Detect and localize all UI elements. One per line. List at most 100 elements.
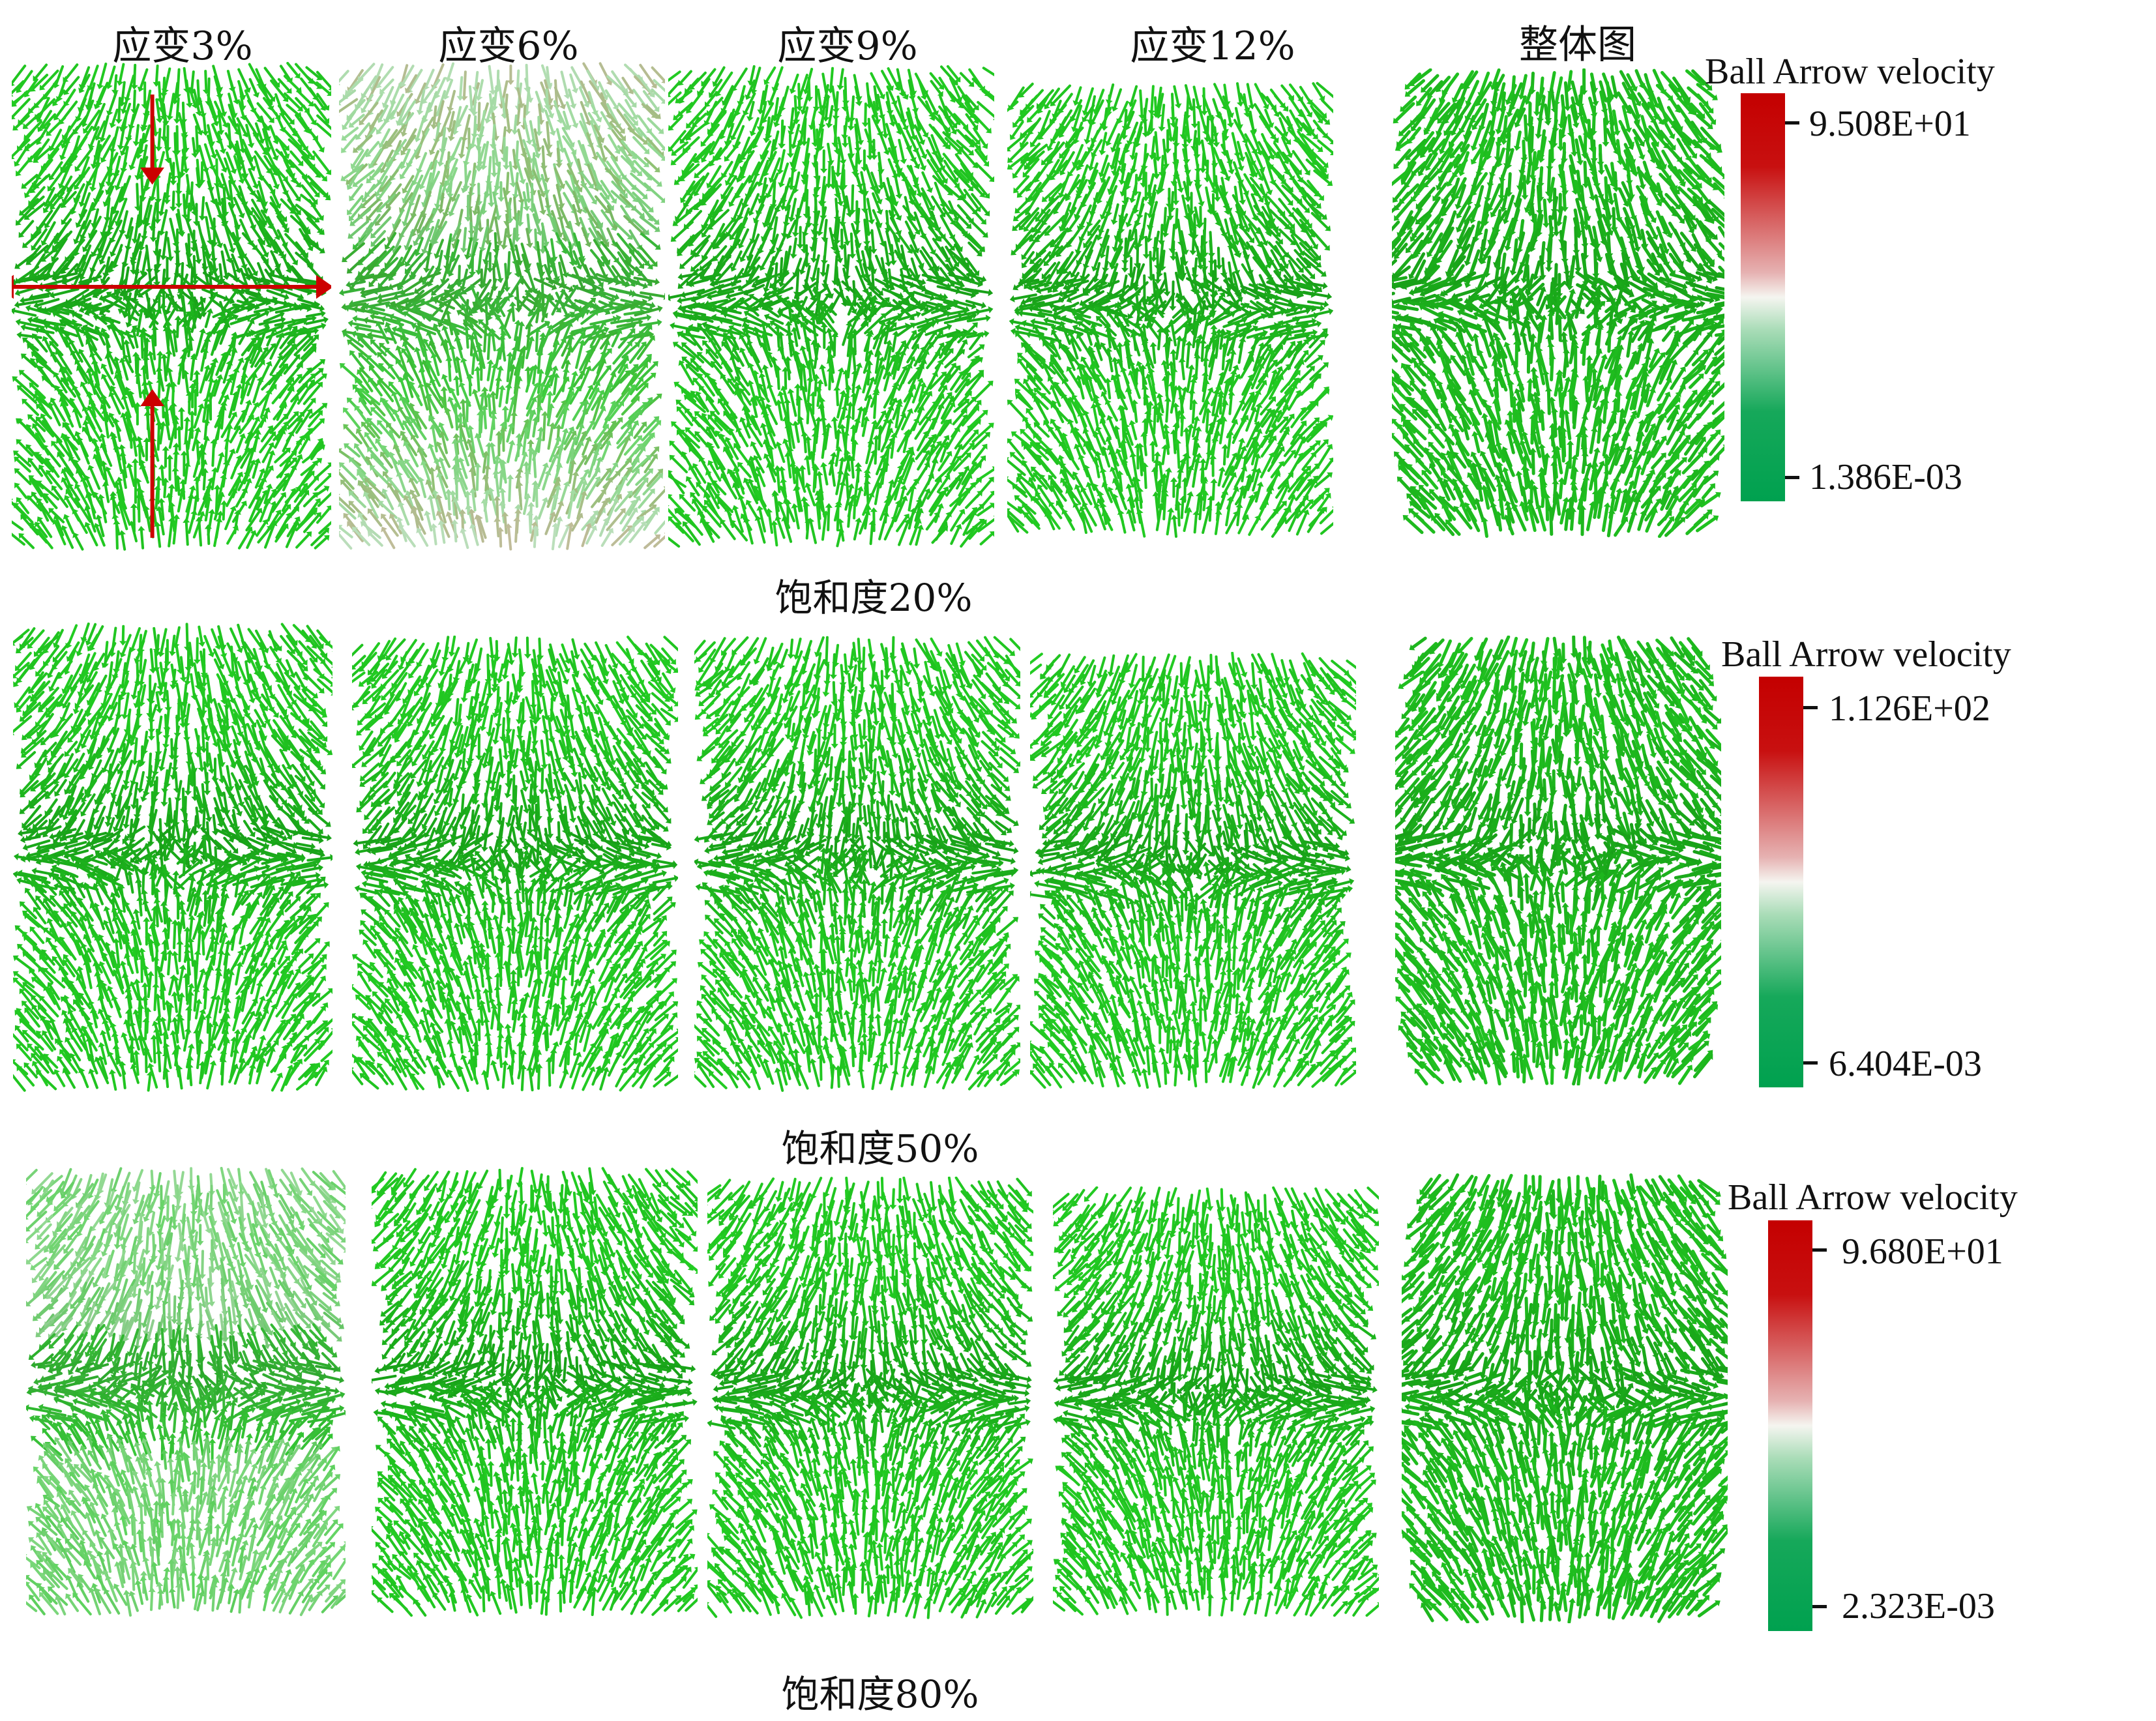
velocity-arrowhead [402, 341, 409, 347]
velocity-arrow [447, 359, 452, 382]
velocity-arrowhead [274, 234, 281, 241]
velocity-arrow [556, 147, 561, 165]
velocity-arrow [208, 104, 217, 124]
velocity-arrowhead [625, 280, 630, 288]
velocity-arrowhead [608, 301, 614, 308]
velocity-arrowhead [321, 374, 327, 379]
velocity-arrow [492, 138, 499, 164]
velocity-arrow [579, 278, 602, 291]
velocity-arrowhead [377, 380, 383, 386]
velocity-arrow [486, 445, 490, 469]
velocity-arrowhead [186, 311, 194, 317]
velocity-arrow [166, 295, 174, 312]
velocity-arrow [185, 218, 196, 243]
velocity-arrow [76, 499, 92, 523]
velocity-arrowhead [46, 130, 52, 136]
velocity-arrowhead [20, 323, 26, 331]
velocity-arrow [439, 192, 445, 211]
velocity-arrowhead [544, 383, 552, 389]
velocity-arrow [412, 194, 421, 216]
velocity-arrow [121, 135, 132, 153]
velocity-arrow [359, 372, 374, 392]
velocity-arrow [233, 304, 252, 314]
velocity-arrow [228, 394, 237, 419]
velocity-arrowhead [638, 516, 645, 522]
velocity-arrowhead [567, 385, 574, 391]
velocity-arrowhead [14, 160, 20, 167]
velocity-arrowhead [188, 383, 196, 389]
velocity-arrowhead [52, 519, 59, 525]
velocity-arrow [104, 299, 126, 310]
velocity-arrow [173, 263, 179, 286]
velocity-arrowhead [119, 150, 126, 156]
velocity-arrow [567, 163, 578, 183]
velocity-arrow [202, 471, 207, 491]
velocity-arrowhead [554, 484, 562, 490]
velocity-arrowhead [362, 491, 370, 497]
velocity-arrowhead [342, 331, 348, 338]
velocity-arrowhead [155, 475, 162, 481]
velocity-arrow [164, 414, 171, 441]
velocity-arrowhead [113, 520, 121, 525]
velocity-arrow [180, 410, 183, 430]
velocity-arrow [263, 453, 273, 478]
velocity-arrow [90, 216, 102, 236]
velocity-arrowhead [638, 263, 645, 269]
velocity-arrow [582, 327, 598, 346]
velocity-arrowhead [319, 247, 325, 254]
velocity-arrow [244, 149, 254, 169]
velocity-arrowhead [490, 409, 497, 415]
velocity-arrowhead [441, 325, 449, 331]
velocity-arrowhead [263, 323, 271, 329]
velocity-arrowhead [198, 216, 206, 221]
velocity-arrowhead [450, 196, 458, 202]
velocity-arrow [219, 353, 229, 372]
velocity-arrowhead [130, 503, 138, 508]
velocity-arrow [348, 195, 364, 213]
velocity-arrow [510, 276, 524, 296]
velocity-arrowhead [339, 115, 340, 116]
velocity-arrowhead [164, 309, 171, 315]
velocity-arrow [80, 156, 90, 177]
velocity-arrow [546, 250, 551, 272]
velocity-arrowhead [280, 492, 287, 498]
velocity-arrow [83, 201, 95, 227]
velocity-arrowhead [474, 366, 482, 372]
velocity-field-panel [12, 62, 331, 551]
velocity-arrow [312, 135, 323, 151]
velocity-arrowhead [631, 113, 638, 120]
velocity-arrowhead [367, 447, 373, 453]
velocity-arrowhead [165, 293, 171, 299]
velocity-arrowhead [168, 484, 175, 489]
velocity-arrowhead [627, 431, 634, 437]
velocity-arrowhead [33, 156, 39, 163]
velocity-arrowhead [381, 513, 387, 520]
velocity-arrow [272, 164, 287, 180]
velocity-arrow [558, 261, 565, 286]
velocity-arrowhead [120, 108, 128, 114]
velocity-arrow [430, 303, 445, 319]
velocity-arrow [276, 215, 288, 231]
velocity-arrow [54, 256, 70, 274]
velocity-arrow [42, 147, 59, 169]
velocity-arrowhead [452, 402, 460, 408]
velocity-arrow [305, 312, 323, 318]
velocity-arrowhead [501, 405, 509, 411]
velocity-arrowhead [619, 508, 626, 514]
velocity-arrowhead [657, 468, 664, 475]
velocity-arrowhead [222, 460, 230, 465]
velocity-arrowhead [270, 343, 276, 349]
velocity-arrow [489, 205, 498, 231]
velocity-arrow [521, 254, 529, 271]
velocity-arrowhead [290, 488, 297, 494]
velocity-arrow [492, 394, 496, 415]
velocity-arrowhead [406, 357, 413, 363]
velocity-arrowhead [203, 418, 211, 424]
velocity-arrow [402, 134, 417, 153]
velocity-arrow [248, 168, 258, 186]
velocity-arrow [359, 228, 373, 244]
velocity-arrowhead [549, 130, 557, 136]
velocity-arrow [355, 169, 375, 186]
velocity-arrow [408, 360, 422, 385]
velocity-arrow [383, 491, 394, 510]
